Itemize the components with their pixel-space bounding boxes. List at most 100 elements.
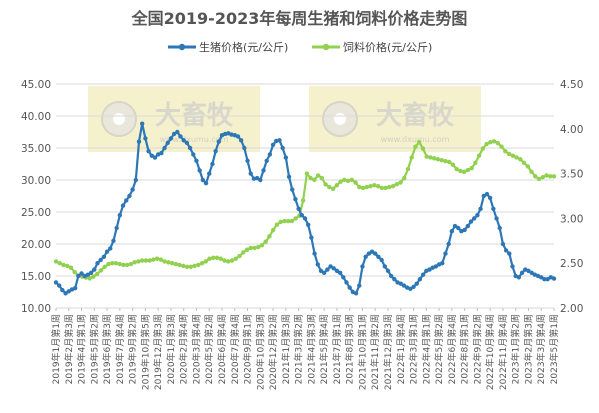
chart-title: 全国2019-2023年每周生猪和饲料价格走势图 <box>131 9 468 28</box>
x-tick-label: 2022年1月第4周 <box>395 314 407 384</box>
pig-price-point <box>542 277 547 282</box>
feed-price-point <box>465 167 471 173</box>
pig-price-point <box>104 249 110 254</box>
y-left-tick-label: 15.00 <box>21 271 51 283</box>
pig-price-point <box>270 142 276 147</box>
feed-price-point <box>364 184 369 190</box>
pig-price-point <box>238 138 244 143</box>
legend-marker-pig <box>178 43 186 51</box>
x-tick-label: 2021年7月第1周 <box>331 314 343 384</box>
feed-price-point <box>244 247 250 252</box>
pig-price-point <box>481 193 486 199</box>
x-tick-label: 2021年10月第1周 <box>356 314 368 390</box>
feed-price-point <box>113 261 119 266</box>
feed-price-point <box>495 140 501 146</box>
pig-price-point <box>433 264 439 269</box>
feed-price-point <box>151 257 156 262</box>
pig-price-point <box>63 291 68 296</box>
feed-price-point <box>394 182 399 187</box>
pig-price-point <box>411 284 416 290</box>
feed-price-point <box>109 261 115 266</box>
x-tick-label: 2019年1月第1周 <box>50 314 62 384</box>
pig-price-point <box>191 152 196 157</box>
pig-price-point <box>353 291 359 296</box>
pig-price-point <box>427 267 432 272</box>
legend-marker-feed <box>322 43 330 51</box>
pig-price-point <box>312 251 317 256</box>
pig-price-point <box>187 145 193 151</box>
y-right-tick-label: 3.00 <box>560 213 583 225</box>
pig-price-point <box>484 191 490 197</box>
pig-price-point <box>136 139 142 144</box>
legend-label-pig: 生猪价格(元/公斤) <box>199 40 288 54</box>
x-tick-label: 2019年10月第5周 <box>139 314 151 390</box>
pig-price-point <box>101 254 107 259</box>
feed-price-point <box>491 139 497 144</box>
pig-price-point <box>417 277 423 282</box>
pig-price-point <box>360 264 365 269</box>
feed-price-point <box>368 183 373 189</box>
feed-price-point <box>300 198 306 203</box>
feed-price-point <box>154 256 160 261</box>
pig-price-point <box>408 286 413 291</box>
feed-price-point <box>214 255 220 261</box>
x-tick-label: 2023年2月第3周 <box>522 314 534 384</box>
pig-price-point <box>382 264 388 269</box>
x-tick-label: 2021年8月第3周 <box>344 314 356 384</box>
feed-price-point <box>87 276 92 281</box>
pig-price-point <box>305 222 311 227</box>
x-tick-label: 2020年2月第4周 <box>178 314 190 384</box>
feed-price-point <box>450 162 456 167</box>
pig-price-point <box>446 241 451 247</box>
feed-price-point <box>398 180 403 185</box>
pig-price-point <box>53 280 59 285</box>
feed-price-point <box>514 155 519 160</box>
feed-price-point <box>533 174 538 179</box>
feed-price-point <box>390 183 396 189</box>
x-tick-label: 2021年3月第2周 <box>293 314 305 384</box>
pig-price-point <box>200 177 206 183</box>
feed-price-point <box>357 184 362 190</box>
feed-price-point <box>121 262 126 268</box>
pig-price-point <box>267 152 273 157</box>
feed-price-point <box>65 263 70 269</box>
feed-price-point <box>222 258 227 263</box>
pig-price-point <box>318 268 324 274</box>
feed-price-point <box>293 216 298 221</box>
pig-price-point <box>456 225 461 231</box>
pig-price-point <box>325 267 330 272</box>
feed-price-point <box>207 256 212 261</box>
feed-price-point <box>267 234 272 239</box>
x-tick-label: 2020年1月第3周 <box>165 314 177 384</box>
y-right-tick-label: 2.00 <box>560 303 583 315</box>
feed-price-point <box>304 171 310 176</box>
pig-price-point <box>379 257 384 263</box>
feed-price-point <box>327 184 332 190</box>
feed-price-point <box>203 259 208 264</box>
feed-price-point <box>506 151 512 157</box>
feed-price-point <box>106 261 111 267</box>
feed-price-point <box>503 149 508 154</box>
feed-price-point <box>417 140 422 145</box>
pig-price-point <box>165 140 170 146</box>
pig-price-point <box>56 283 62 288</box>
feed-price-point <box>323 182 328 187</box>
pig-price-point <box>510 264 515 269</box>
pig-price-point <box>471 216 477 221</box>
y-left-tick-label: 25.00 <box>21 207 51 219</box>
pig-price-point <box>376 254 381 259</box>
feed-price-point <box>173 261 179 267</box>
feed-price-point <box>338 179 343 184</box>
pig-price-point <box>149 153 154 158</box>
pig-price-point <box>175 129 180 135</box>
pig-price-point <box>491 206 496 211</box>
pig-price-point <box>60 287 65 293</box>
feed-price-point <box>529 169 534 175</box>
feed-price-point <box>461 169 467 175</box>
y-right-tick-label: 2.50 <box>560 258 583 270</box>
pig-price-point <box>264 158 269 163</box>
pig-price-point <box>162 145 167 151</box>
feed-price-point <box>128 261 134 267</box>
x-axis: 2019年1月第1周 2019年2月第3周 2019年4月第1周 2019年5月第2周… <box>50 308 560 390</box>
pig-price-point <box>108 246 113 251</box>
